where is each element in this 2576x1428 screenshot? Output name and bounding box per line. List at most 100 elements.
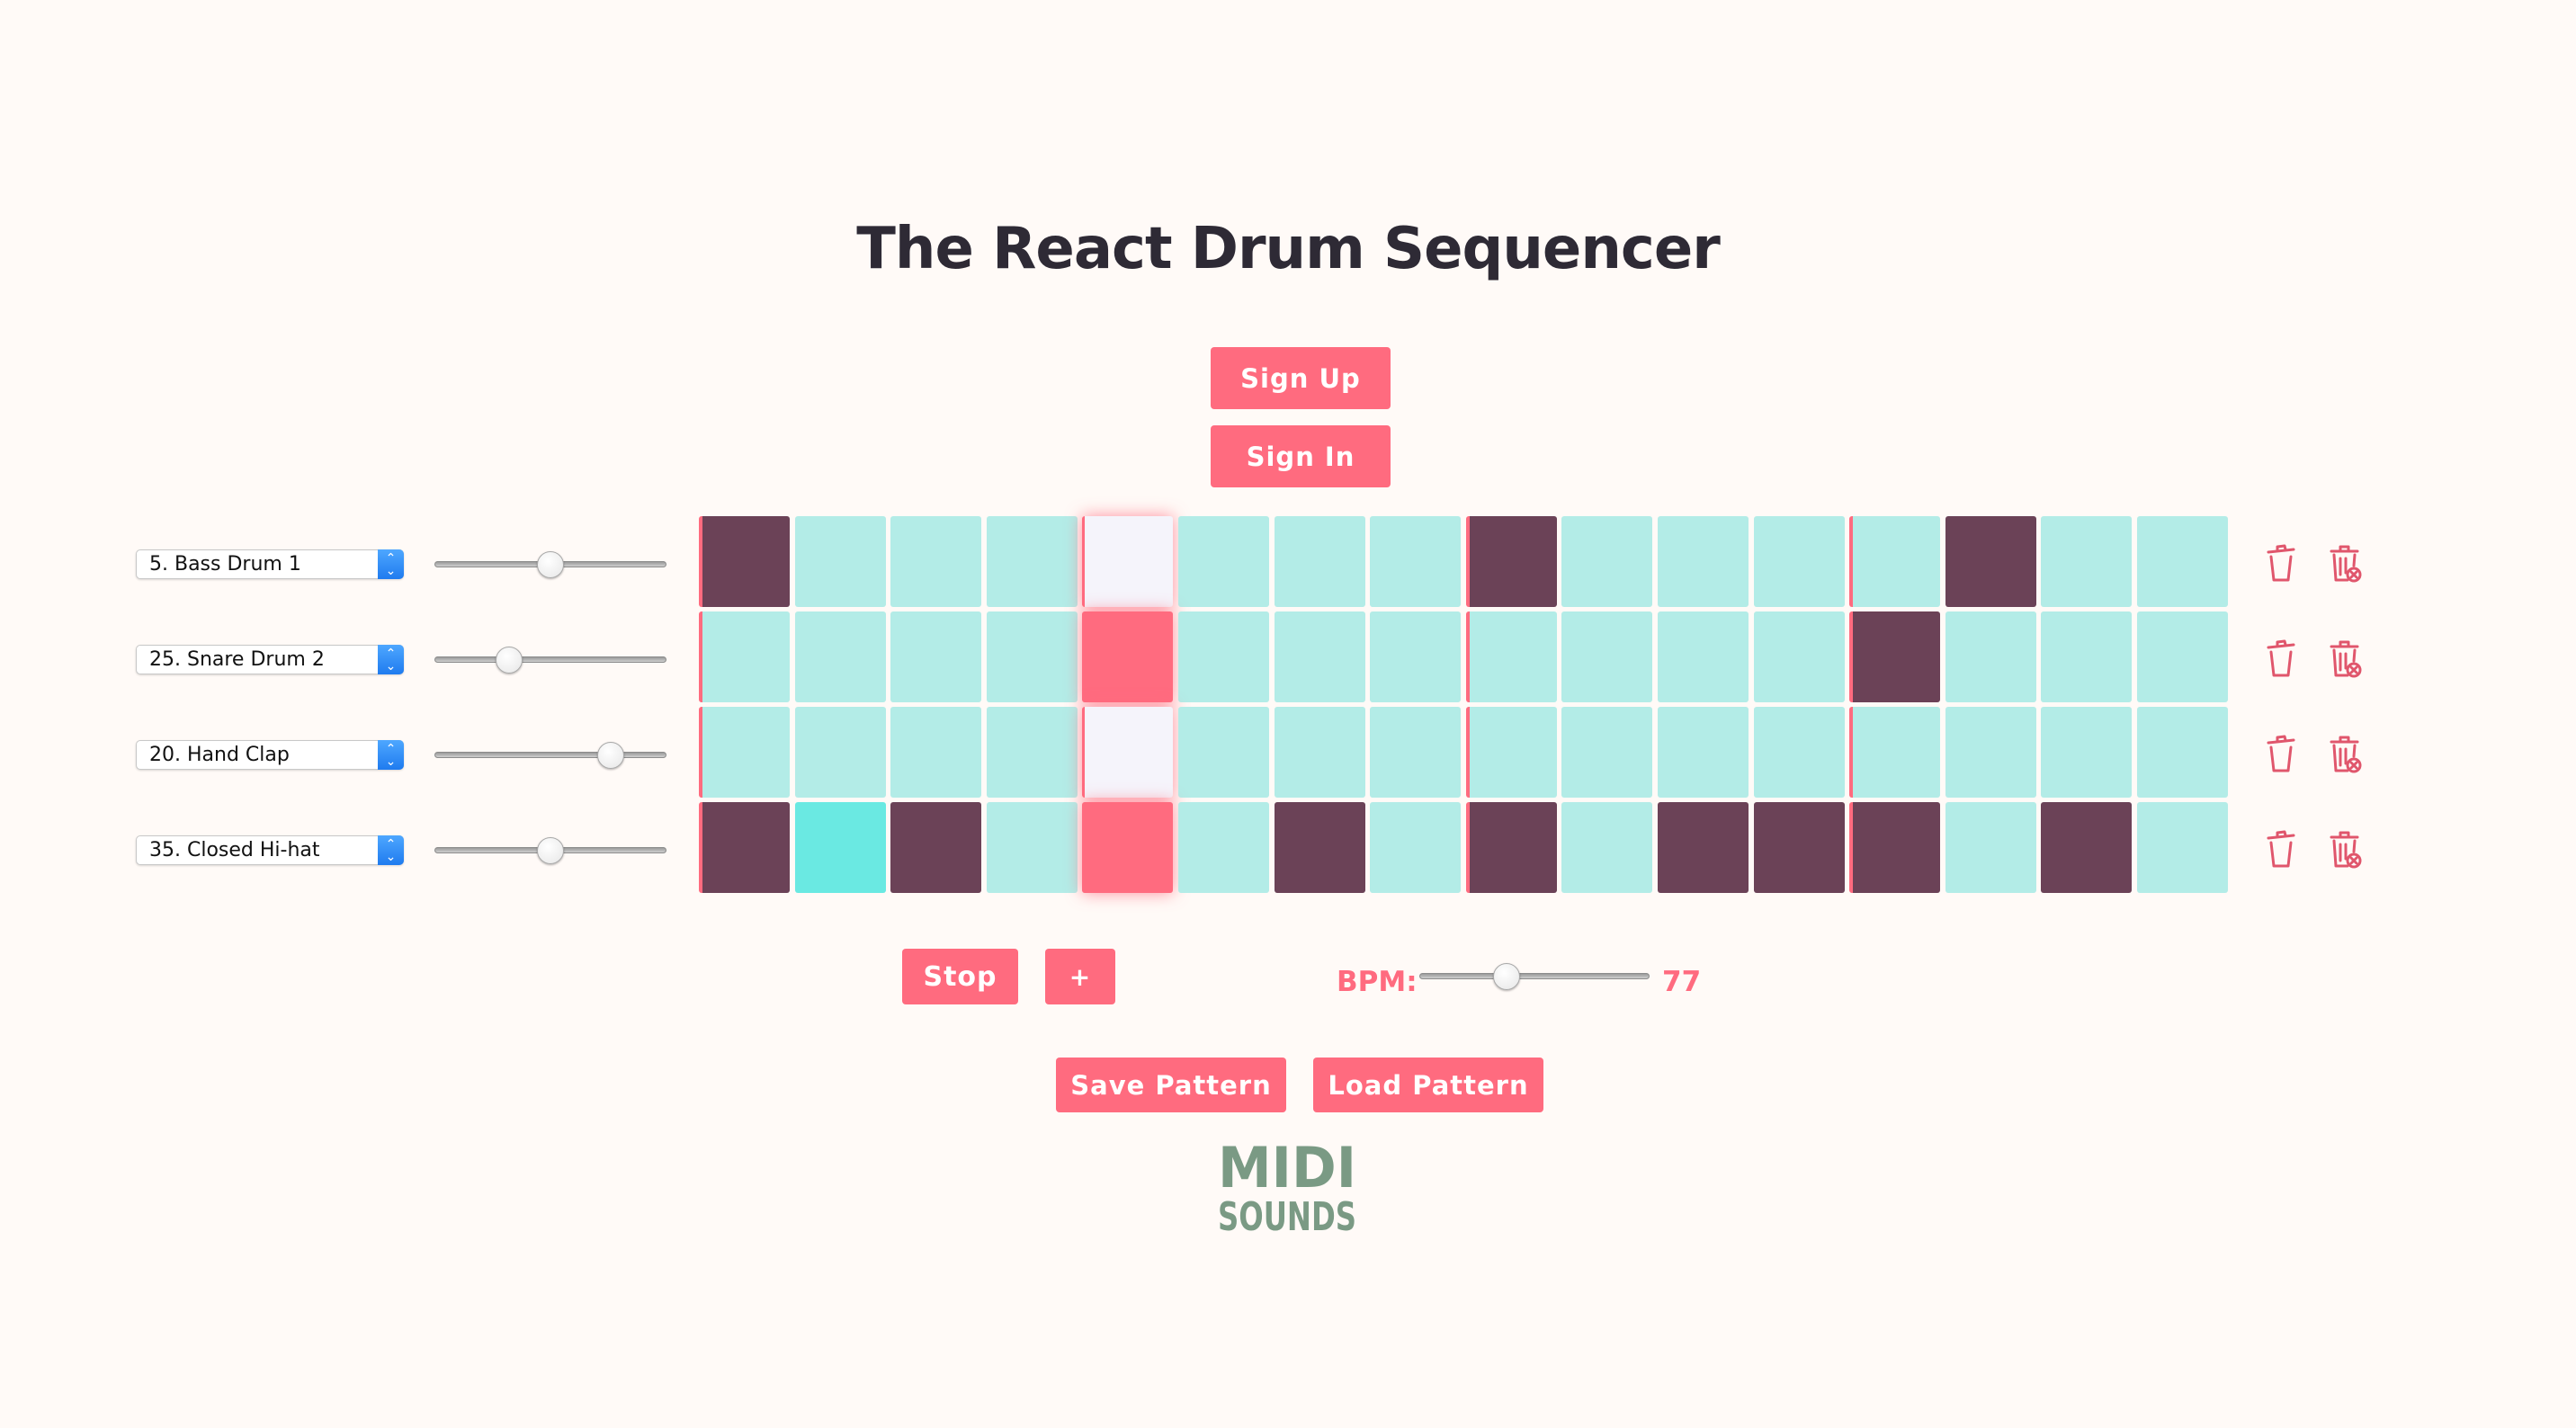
- step-cell[interactable]: [1370, 802, 1462, 893]
- volume-slider-knob[interactable]: [597, 742, 625, 769]
- trash-icon[interactable]: [2263, 638, 2299, 679]
- step-cell[interactable]: [1561, 802, 1653, 893]
- step-cell[interactable]: [1370, 611, 1462, 702]
- step-cell[interactable]: [1658, 707, 1749, 798]
- step-cell[interactable]: [2137, 707, 2228, 798]
- delete-track-icon[interactable]: [2327, 542, 2363, 584]
- bpm-label: BPM:: [1337, 966, 1418, 998]
- step-cell[interactable]: [986, 611, 1078, 702]
- load-pattern-button[interactable]: Load Pattern: [1313, 1058, 1543, 1112]
- step-cell[interactable]: [890, 802, 982, 893]
- sign-up-button[interactable]: Sign Up: [1211, 347, 1391, 409]
- bpm-slider-track: [1419, 973, 1650, 979]
- step-cell[interactable]: [794, 707, 886, 798]
- delete-track-icon[interactable]: [2327, 828, 2363, 870]
- step-cell[interactable]: [1274, 802, 1365, 893]
- step-cell[interactable]: [1465, 707, 1557, 798]
- step-cell[interactable]: [1658, 611, 1749, 702]
- step-cell[interactable]: [699, 707, 790, 798]
- step-cell[interactable]: [699, 516, 790, 607]
- step-cell[interactable]: [2137, 802, 2228, 893]
- step-cell[interactable]: [1465, 802, 1557, 893]
- volume-slider-knob[interactable]: [537, 551, 564, 578]
- volume-slider[interactable]: [434, 837, 666, 864]
- step-cell[interactable]: [1945, 516, 2036, 607]
- delete-track-icon[interactable]: [2327, 733, 2363, 774]
- step-cell[interactable]: [794, 802, 886, 893]
- step-cell[interactable]: [2041, 611, 2133, 702]
- step-cell[interactable]: [1658, 516, 1749, 607]
- step-cell[interactable]: [1561, 516, 1653, 607]
- select-arrows-icon: ⌃ ⌄: [378, 549, 404, 579]
- step-cell[interactable]: [1274, 707, 1365, 798]
- step-cell[interactable]: [890, 516, 982, 607]
- step-cell[interactable]: [1274, 611, 1365, 702]
- instrument-select-value: 35. Closed Hi-hat: [149, 839, 320, 861]
- instrument-select[interactable]: 25. Snare Drum 2 ⌃ ⌄: [136, 645, 404, 674]
- step-cell[interactable]: [1753, 802, 1845, 893]
- volume-slider[interactable]: [434, 742, 666, 769]
- step-cell[interactable]: [1753, 611, 1845, 702]
- step-cell[interactable]: [890, 707, 982, 798]
- step-cell[interactable]: [1082, 707, 1174, 798]
- delete-track-icon[interactable]: [2327, 638, 2363, 679]
- trash-icon[interactable]: [2263, 828, 2299, 870]
- save-pattern-button[interactable]: Save Pattern: [1056, 1058, 1286, 1112]
- step-cell[interactable]: [1849, 802, 1941, 893]
- step-cell[interactable]: [1945, 802, 2036, 893]
- instrument-select[interactable]: 5. Bass Drum 1 ⌃ ⌄: [136, 549, 404, 579]
- stop-button[interactable]: Stop: [902, 949, 1018, 1004]
- step-cell[interactable]: [1082, 611, 1174, 702]
- step-cell[interactable]: [1465, 611, 1557, 702]
- step-cell[interactable]: [2041, 516, 2133, 607]
- step-cell[interactable]: [890, 611, 982, 702]
- step-cell[interactable]: [1178, 802, 1269, 893]
- volume-slider-track: [434, 752, 666, 758]
- trash-icon[interactable]: [2263, 733, 2299, 774]
- instrument-select[interactable]: 20. Hand Clap ⌃ ⌄: [136, 740, 404, 770]
- step-cell[interactable]: [1945, 707, 2036, 798]
- sign-in-button[interactable]: Sign In: [1211, 425, 1391, 487]
- step-cell[interactable]: [1849, 611, 1941, 702]
- instrument-select[interactable]: 35. Closed Hi-hat ⌃ ⌄: [136, 835, 404, 865]
- step-cell[interactable]: [1753, 707, 1845, 798]
- step-cell[interactable]: [1658, 802, 1749, 893]
- step-cell[interactable]: [2137, 516, 2228, 607]
- step-cell[interactable]: [1082, 802, 1174, 893]
- volume-slider-knob[interactable]: [537, 837, 564, 864]
- step-cell[interactable]: [986, 707, 1078, 798]
- step-cell[interactable]: [2041, 802, 2133, 893]
- step-cell[interactable]: [1465, 516, 1557, 607]
- step-cell[interactable]: [1849, 707, 1941, 798]
- step-cell[interactable]: [794, 516, 886, 607]
- step-cell[interactable]: [1370, 707, 1462, 798]
- bpm-slider-knob[interactable]: [1493, 963, 1521, 990]
- add-track-button[interactable]: +: [1045, 949, 1115, 1004]
- step-cell[interactable]: [1274, 516, 1365, 607]
- step-cell[interactable]: [986, 802, 1078, 893]
- step-cell[interactable]: [1945, 611, 2036, 702]
- step-cell[interactable]: [794, 611, 886, 702]
- bpm-value: 77: [1662, 966, 1702, 998]
- step-cell[interactable]: [1561, 611, 1653, 702]
- step-cell[interactable]: [1370, 516, 1462, 607]
- trash-icon[interactable]: [2263, 542, 2299, 584]
- step-cell[interactable]: [1753, 516, 1845, 607]
- volume-slider[interactable]: [434, 647, 666, 674]
- logo-line1: MIDI: [1218, 1140, 1356, 1200]
- volume-slider[interactable]: [434, 551, 666, 578]
- step-cell[interactable]: [1178, 516, 1269, 607]
- step-cell[interactable]: [699, 611, 790, 702]
- step-cell[interactable]: [2137, 611, 2228, 702]
- step-cell[interactable]: [986, 516, 1078, 607]
- step-cell[interactable]: [1178, 611, 1269, 702]
- step-cell[interactable]: [1082, 516, 1174, 607]
- step-cell[interactable]: [2041, 707, 2133, 798]
- bpm-slider[interactable]: [1419, 963, 1650, 990]
- step-cell[interactable]: [1561, 707, 1653, 798]
- step-cell[interactable]: [1849, 516, 1941, 607]
- volume-slider-knob[interactable]: [495, 647, 523, 674]
- step-cell[interactable]: [699, 802, 790, 893]
- step-cell[interactable]: [1178, 707, 1269, 798]
- instrument-select-value: 5. Bass Drum 1: [149, 553, 301, 576]
